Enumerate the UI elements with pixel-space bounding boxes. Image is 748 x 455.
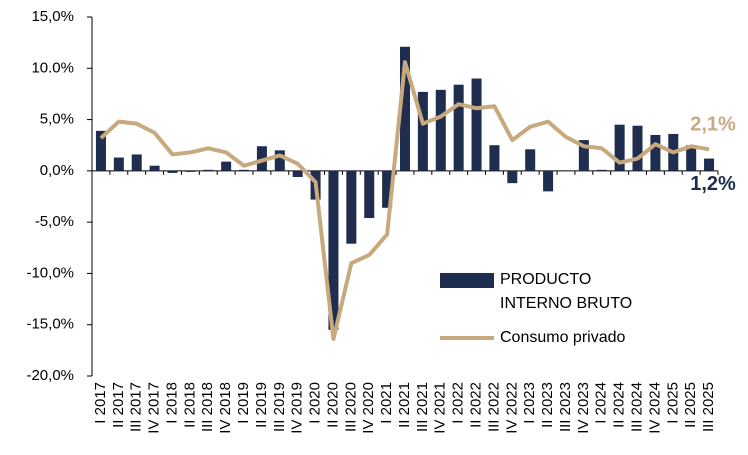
x-tick-label: I 2019: [235, 382, 252, 424]
bar: [382, 170, 393, 208]
y-tick-label: -20,0%: [26, 367, 74, 384]
x-tick-label: III 2021: [414, 382, 431, 432]
bar: [292, 170, 303, 178]
legend-label: Consumo privado: [500, 329, 626, 346]
x-tick-label: IV 2022: [503, 382, 520, 434]
x-tick-label: I 2017: [92, 382, 109, 424]
bar: [507, 170, 518, 184]
bar: [399, 46, 411, 171]
y-tick-label: -10,0%: [26, 264, 74, 281]
bar: [239, 169, 250, 171]
x-tick-label: II 2017: [110, 382, 127, 428]
bar: [149, 165, 160, 171]
bar: [614, 124, 625, 171]
bar: [364, 170, 375, 219]
bar: [185, 170, 196, 172]
y-tick-label: 10.0%: [31, 59, 74, 76]
x-tick-label: III 2017: [128, 382, 145, 432]
bar: [131, 154, 142, 171]
bar: [328, 170, 339, 330]
x-tick-label: I 2021: [378, 382, 395, 424]
bar: [632, 125, 643, 171]
bar: [650, 134, 661, 171]
bar: [578, 140, 589, 171]
x-tick-label: I 2024: [593, 382, 610, 424]
y-tick-label: 0,0%: [40, 162, 74, 179]
x-tick-label: I 2020: [307, 382, 324, 424]
x-tick-label: III 2019: [271, 382, 288, 432]
x-tick-label: IV 2018: [217, 382, 234, 434]
bar: [471, 78, 482, 171]
x-tick-label: IV 2017: [146, 382, 163, 434]
x-tick-label: II 2024: [611, 382, 628, 428]
x-tick-label: II 2018: [181, 382, 198, 428]
bar: [167, 170, 178, 173]
x-tick-label: IV 2024: [646, 382, 663, 434]
x-tick-label: II 2020: [324, 382, 341, 428]
bar: [435, 89, 446, 171]
bar: [203, 169, 214, 171]
x-tick-label: III 2024: [628, 382, 645, 432]
legend-item: PRODUCTO INTERNO BRUTO: [440, 268, 700, 316]
bar: [274, 150, 285, 171]
y-tick-label: 5,0%: [40, 111, 74, 128]
x-tick-label: I 2025: [664, 382, 681, 424]
data-label: 2,1%: [690, 114, 736, 136]
line: [99, 60, 710, 342]
bar: [686, 145, 697, 171]
bar: [95, 130, 106, 171]
bar: [489, 145, 500, 171]
legend-item: Consumo privado: [440, 326, 700, 350]
x-tick-label: II 2019: [253, 382, 270, 428]
x-tick-label: III 2023: [557, 382, 574, 432]
x-tick-label: II 2022: [468, 382, 485, 428]
bar: [543, 170, 554, 192]
x-tick-label: III 2020: [342, 382, 359, 432]
x-tick-label: I 2023: [521, 382, 538, 424]
x-tick-label: IV 2021: [432, 382, 449, 434]
x-tick-label: III 2018: [199, 382, 216, 432]
legend-label: PRODUCTO INTERNO BRUTO: [500, 271, 633, 312]
x-tick-label: IV 2023: [575, 382, 592, 434]
x-tick-label: II 2021: [396, 382, 413, 428]
bar: [525, 149, 536, 171]
x-tick-label: II 2023: [539, 382, 556, 428]
y-tick-label: -15,0%: [26, 316, 74, 333]
data-label: 1,2%: [690, 173, 736, 195]
y-tick-label: 15,0%: [31, 8, 74, 25]
x-tick-label: IV 2020: [360, 382, 377, 434]
bar: [221, 161, 232, 171]
bar: [596, 169, 607, 171]
x-tick-label: II 2025: [682, 382, 699, 428]
bar: [704, 158, 715, 171]
legend-swatch: [440, 273, 494, 288]
y-tick-label: -5,0%: [35, 213, 74, 230]
x-tick-label: III 2025: [700, 382, 717, 432]
bar: [453, 84, 464, 171]
bar: [113, 157, 124, 171]
x-tick-label: III 2022: [485, 382, 502, 432]
x-tick-label: I 2018: [163, 382, 180, 424]
bar: [417, 91, 428, 171]
bar: [346, 170, 357, 244]
x-tick-label: IV 2019: [289, 382, 306, 434]
x-tick-label: I 2022: [450, 382, 467, 424]
legend-swatch: [440, 336, 494, 340]
legend: PRODUCTO INTERNO BRUTO Consumo privado: [440, 268, 700, 360]
